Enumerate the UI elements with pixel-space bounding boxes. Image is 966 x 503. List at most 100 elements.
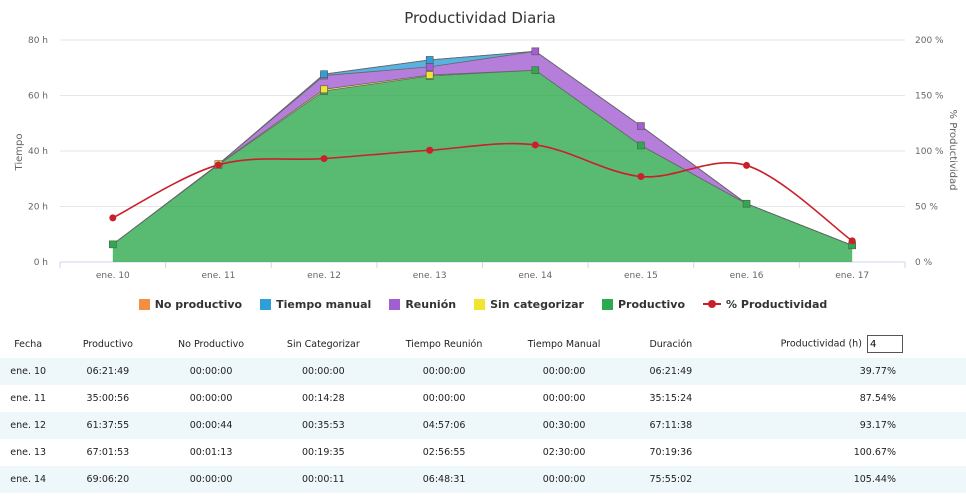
table-cell: 00:35:53 bbox=[302, 420, 345, 431]
header-productivo: Productivo bbox=[82, 338, 133, 350]
x-tick-label: ene. 14 bbox=[518, 271, 552, 281]
legend-item[interactable]: % Productividad bbox=[703, 298, 827, 311]
productivity-line-series bbox=[109, 141, 856, 245]
x-tick-label: ene. 10 bbox=[96, 271, 130, 281]
x-tick-label: ene. 12 bbox=[307, 271, 341, 281]
legend-item[interactable]: Sin categorizar bbox=[474, 298, 584, 311]
y-tick-label: 60 h bbox=[28, 92, 48, 102]
table-cell: 67:01:53 bbox=[86, 447, 130, 458]
table-cell: 100.67% bbox=[853, 447, 896, 458]
x-tick-label: ene. 15 bbox=[624, 271, 658, 281]
legend-label: Tiempo manual bbox=[276, 297, 372, 311]
legend-swatch bbox=[703, 300, 722, 308]
area-reuni-n bbox=[112, 51, 853, 246]
area-edge bbox=[112, 69, 853, 246]
x-tick-label: ene. 16 bbox=[730, 271, 764, 281]
table-cell: 06:21:49 bbox=[649, 366, 693, 377]
y-tick-label: 20 h bbox=[28, 203, 48, 213]
x-axis: ene. 10 ene. 11 ene. 12 ene. 13 ene. 14 ene. … bbox=[59, 262, 906, 281]
legend-label: Reunión bbox=[405, 297, 457, 311]
legend-swatch bbox=[260, 298, 272, 310]
area-point bbox=[425, 56, 434, 64]
legend-swatch bbox=[389, 298, 401, 310]
table-cell: 105.44% bbox=[853, 474, 896, 485]
right-y-axis: 0 % 50 % 100 % 150 % 200 % bbox=[915, 36, 944, 268]
table-cell: 00:00:00 bbox=[542, 474, 586, 485]
productivity-table: Fecha Productivo No Productivo Sin Categ… bbox=[0, 330, 966, 493]
left-y-axis: 0 h 20 h 40 h 60 h 80 h bbox=[28, 36, 48, 268]
table-cell: 04:57:06 bbox=[422, 420, 466, 431]
table-cell: 00:19:35 bbox=[302, 447, 345, 458]
productivity-hours-input[interactable] bbox=[866, 335, 903, 353]
daily-productivity-chart: Productividad Diaria 0 h 20 h 40 h 60 h 80 h… bbox=[14, 9, 958, 281]
table-cell: 00:00:00 bbox=[542, 393, 586, 404]
table-cell: ene. 14 bbox=[10, 474, 47, 485]
table-row: ene. 12 61:37:55 00:00:44 00:35:53 04:57:06 0… bbox=[0, 412, 966, 439]
legend-label: No productivo bbox=[154, 297, 243, 311]
table-cell: 06:48:31 bbox=[422, 474, 466, 485]
table-cell: 00:14:28 bbox=[302, 393, 345, 404]
table-cell: 02:30:00 bbox=[542, 447, 586, 458]
header-fecha: Fecha bbox=[14, 338, 43, 350]
chart-legend: No productivo Tiempo manual Reunión Sin cat… bbox=[0, 295, 966, 313]
y2-tick-label: 50 % bbox=[915, 203, 938, 213]
table-cell: 00:00:00 bbox=[302, 366, 345, 377]
y-tick-label: 80 h bbox=[28, 36, 48, 46]
area-point bbox=[531, 66, 540, 75]
y-tick-label: 40 h bbox=[28, 147, 48, 157]
area-point bbox=[742, 199, 751, 208]
area-edge bbox=[112, 50, 853, 246]
table-cell: 87.54% bbox=[859, 393, 896, 404]
header-duracion: Duración bbox=[649, 338, 693, 350]
table-cell: 00:00:00 bbox=[422, 366, 466, 377]
table-cell: 61:37:55 bbox=[86, 420, 130, 431]
legend-item[interactable]: No productivo bbox=[138, 297, 243, 311]
table-cell: 70:19:36 bbox=[649, 447, 693, 458]
table-cell: 00:00:44 bbox=[189, 420, 233, 431]
y2-tick-label: 150 % bbox=[915, 92, 944, 102]
productivity-point bbox=[531, 141, 539, 149]
header-productividad-label: Productividad (h) bbox=[780, 338, 862, 350]
area-point bbox=[531, 47, 540, 56]
table-cell: ene. 12 bbox=[10, 420, 47, 431]
area-series bbox=[112, 50, 853, 262]
header-productividad: Productividad (h) bbox=[718, 330, 966, 358]
table-row: ene. 11 35:00:56 00:00:00 00:14:28 00:00:00 0… bbox=[0, 385, 966, 412]
productivity-point bbox=[743, 161, 751, 169]
table-cell: 00:01:13 bbox=[189, 447, 233, 458]
table-cell: 00:00:11 bbox=[302, 474, 345, 485]
legend-item[interactable]: Productivo bbox=[602, 298, 685, 311]
area-point bbox=[637, 141, 645, 150]
legend-swatch bbox=[474, 298, 486, 310]
table-body: ene. 10 06:21:49 00:00:00 00:00:00 00:00:00 0… bbox=[0, 358, 966, 493]
legend-label: Productivo bbox=[618, 297, 686, 311]
productivity-point bbox=[637, 173, 645, 181]
legend-swatch bbox=[602, 298, 613, 310]
productivity-point bbox=[214, 161, 222, 169]
productivity-point bbox=[848, 237, 856, 245]
header-tiempo-reunion: Tiempo Reunión bbox=[405, 338, 483, 350]
table-cell: ene. 11 bbox=[10, 393, 47, 404]
table-cell: 75:55:02 bbox=[649, 474, 693, 485]
y2-tick-label: 100 % bbox=[915, 147, 944, 157]
legend-swatch bbox=[138, 298, 150, 310]
table-header-row: Fecha Productivo No Productivo Sin Categ… bbox=[0, 330, 966, 358]
table-cell: ene. 13 bbox=[10, 447, 47, 458]
table-cell: 00:30:00 bbox=[542, 420, 586, 431]
legend-item[interactable]: Tiempo manual bbox=[260, 298, 371, 311]
productivity-point bbox=[426, 146, 434, 154]
table-cell: 35:15:24 bbox=[649, 393, 693, 404]
legend-item[interactable]: Reunión bbox=[389, 298, 456, 311]
x-tick-label: ene. 11 bbox=[201, 271, 235, 281]
table-cell: 00:00:00 bbox=[542, 366, 586, 377]
area-point bbox=[109, 240, 117, 249]
productivity-point bbox=[109, 214, 117, 222]
table-cell: ene. 10 bbox=[10, 366, 47, 377]
area-point bbox=[320, 85, 328, 94]
table-cell: 00:00:00 bbox=[189, 393, 233, 404]
y2-tick-label: 0 % bbox=[915, 258, 933, 268]
area-markers bbox=[109, 47, 856, 250]
table-cell: 35:00:56 bbox=[86, 393, 130, 404]
header-tiempo-manual: Tiempo Manual bbox=[527, 338, 601, 350]
table-cell: 69:06:20 bbox=[86, 474, 130, 485]
